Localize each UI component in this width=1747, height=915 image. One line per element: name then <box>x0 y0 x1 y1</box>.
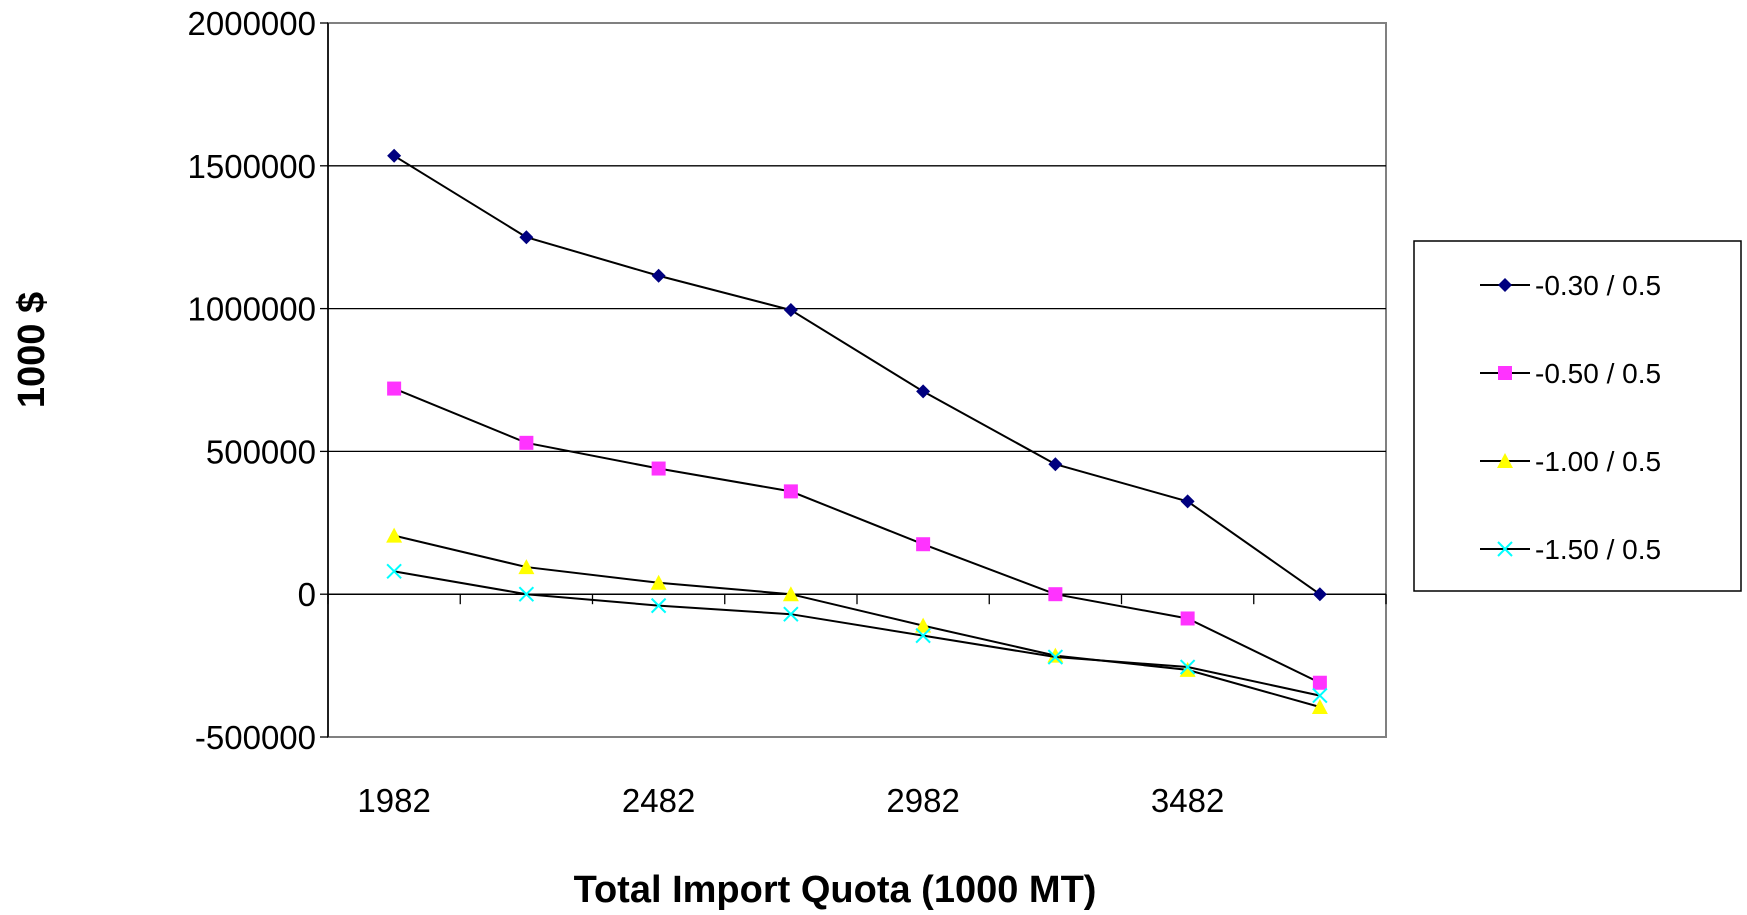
y-tick-labels: -500000 0 500000 1000000 1500000 2000000 <box>188 5 316 756</box>
x-marker-stroke <box>650 597 667 614</box>
x-marker-stroke <box>518 586 535 602</box>
data-point <box>1312 675 1327 690</box>
data-point <box>1311 699 1328 715</box>
series-line <box>393 387 1321 684</box>
data-point <box>915 617 932 633</box>
data-point <box>650 574 667 590</box>
legend-item: -1.50 / 0.5 <box>1480 534 1661 565</box>
y-tick-label: 0 <box>298 576 316 613</box>
x-tick-label: 2982 <box>886 782 959 819</box>
legend-label: -1.50 / 0.5 <box>1535 534 1661 565</box>
legend-label: -0.30 / 0.5 <box>1535 270 1661 301</box>
legend-marker <box>1497 541 1513 557</box>
x-tick-label: 2482 <box>622 782 695 819</box>
y-tick-label: 1000000 <box>188 291 316 328</box>
data-point <box>651 461 666 476</box>
series-4 <box>386 563 1328 704</box>
axes <box>320 22 1387 738</box>
x-marker-stroke <box>783 606 799 622</box>
data-point <box>782 586 799 602</box>
x-axis-title: Total Import Quota (1000 MT) <box>574 869 1097 911</box>
legend: -0.30 / 0.5 -0.50 / 0.5 -1.00 / 0.5 -1.50 /… <box>1413 240 1742 592</box>
data-point <box>650 597 667 614</box>
series-line <box>393 534 1321 708</box>
y-tick-label: 1500000 <box>188 148 316 185</box>
y-axis-title: 1000 $ <box>11 292 53 408</box>
data-point <box>783 484 798 499</box>
legend-item: -0.50 / 0.5 <box>1480 358 1661 389</box>
legend-items: -0.30 / 0.5 -0.50 / 0.5 -1.00 / 0.5 -1.50 /… <box>1480 270 1661 565</box>
y-tick-label: -500000 <box>195 719 316 756</box>
legend-label: -0.50 / 0.5 <box>1535 358 1661 389</box>
data-point <box>519 435 534 450</box>
series-line <box>393 154 1321 596</box>
data-point <box>916 384 931 399</box>
data-point <box>915 627 931 644</box>
gridlines <box>328 165 1386 453</box>
data-point <box>1047 649 1064 665</box>
x-tick-label: 3482 <box>1151 782 1224 819</box>
data-point <box>387 381 402 396</box>
data-point <box>1048 457 1063 472</box>
data-point <box>1047 647 1064 663</box>
legend-item: -1.00 / 0.5 <box>1480 446 1661 477</box>
x-marker-stroke <box>386 563 402 580</box>
legend-marker <box>1497 453 1513 468</box>
data-point <box>518 559 535 575</box>
y-tick-label: 500000 <box>206 433 316 470</box>
plot-area <box>327 22 1387 738</box>
data-point <box>386 527 403 543</box>
x-tick-label: 1982 <box>357 782 430 819</box>
x-marker-stroke <box>1047 649 1064 665</box>
series-1 <box>387 148 1327 602</box>
data-point <box>651 268 666 283</box>
legend-item: -0.30 / 0.5 <box>1480 270 1661 301</box>
series-3 <box>386 527 1328 715</box>
x-marker-stroke <box>1179 659 1196 675</box>
legend-box <box>1413 240 1742 592</box>
legend-marker <box>1498 278 1512 292</box>
y-tick-label: 2000000 <box>188 5 316 42</box>
x-marker-stroke <box>1497 541 1513 557</box>
x-marker-stroke <box>1312 687 1328 704</box>
data-point <box>386 563 402 580</box>
data-point <box>1312 687 1328 704</box>
x-marker-stroke <box>915 627 931 644</box>
data-point <box>783 606 799 622</box>
data-point <box>1179 661 1196 677</box>
legend-marker <box>1498 366 1512 380</box>
data-point <box>1179 659 1196 675</box>
data-point <box>1180 494 1195 509</box>
data-point <box>1180 611 1195 626</box>
series-group <box>386 148 1328 715</box>
data-point <box>783 303 798 318</box>
data-point <box>1312 587 1327 602</box>
legend-label: -1.00 / 0.5 <box>1535 446 1661 477</box>
data-point <box>916 537 931 552</box>
x-tick-labels: 1982 2482 2982 3482 <box>357 782 1224 819</box>
series-line <box>393 570 1321 697</box>
series-2 <box>387 381 1327 690</box>
data-point <box>518 586 535 602</box>
data-point <box>1048 587 1063 602</box>
data-point <box>387 148 402 163</box>
data-point <box>519 230 534 245</box>
